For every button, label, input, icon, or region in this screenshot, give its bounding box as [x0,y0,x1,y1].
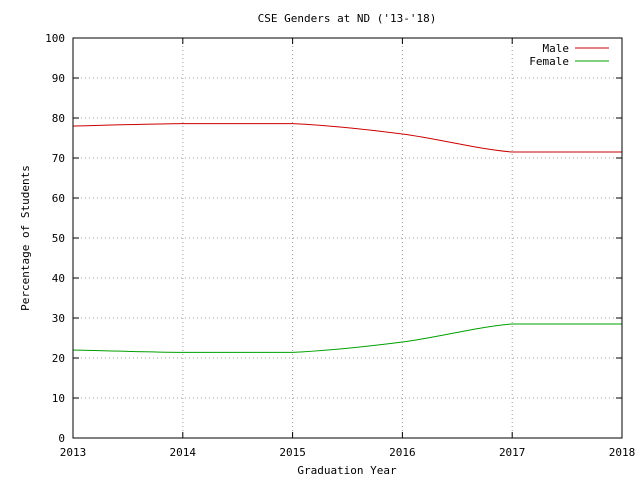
y-tick-label: 100 [45,32,65,45]
y-tick-label: 70 [52,152,65,165]
y-tick-label: 0 [58,432,65,445]
x-tick-label: 2015 [279,446,306,459]
y-tick-label: 10 [52,392,65,405]
legend-label-female: Female [529,55,569,68]
series-line-female [72,323,622,353]
x-axis-title: Graduation Year [297,464,397,477]
x-tick-label: 2016 [389,446,416,459]
y-tick-label: 60 [52,192,65,205]
y-tick-label: 40 [52,272,65,285]
series-lines [72,123,622,353]
chart-title: CSE Genders at ND ('13-'18) [258,12,437,25]
axis-ticks [72,37,623,439]
y-tick-label: 90 [52,72,65,85]
y-tick-label: 30 [52,312,65,325]
x-tick-label: 2014 [170,446,197,459]
x-tick-label: 2017 [499,446,526,459]
axis-tick-labels: 0 10 20 30 40 50 60 70 80 90 100 2013 2014 2015 2016 20… [45,32,635,459]
y-axis-title: Percentage of Students [19,165,32,311]
y-tick-label: 80 [52,112,65,125]
y-tick-label: 20 [52,352,65,365]
series-line-male [72,123,622,153]
y-tick-label: 50 [52,232,65,245]
x-tick-label: 2018 [609,446,636,459]
grid-lines [73,38,622,438]
x-tick-label: 2013 [60,446,87,459]
plot-frame [72,37,623,439]
legend-label-male: Male [543,42,570,55]
